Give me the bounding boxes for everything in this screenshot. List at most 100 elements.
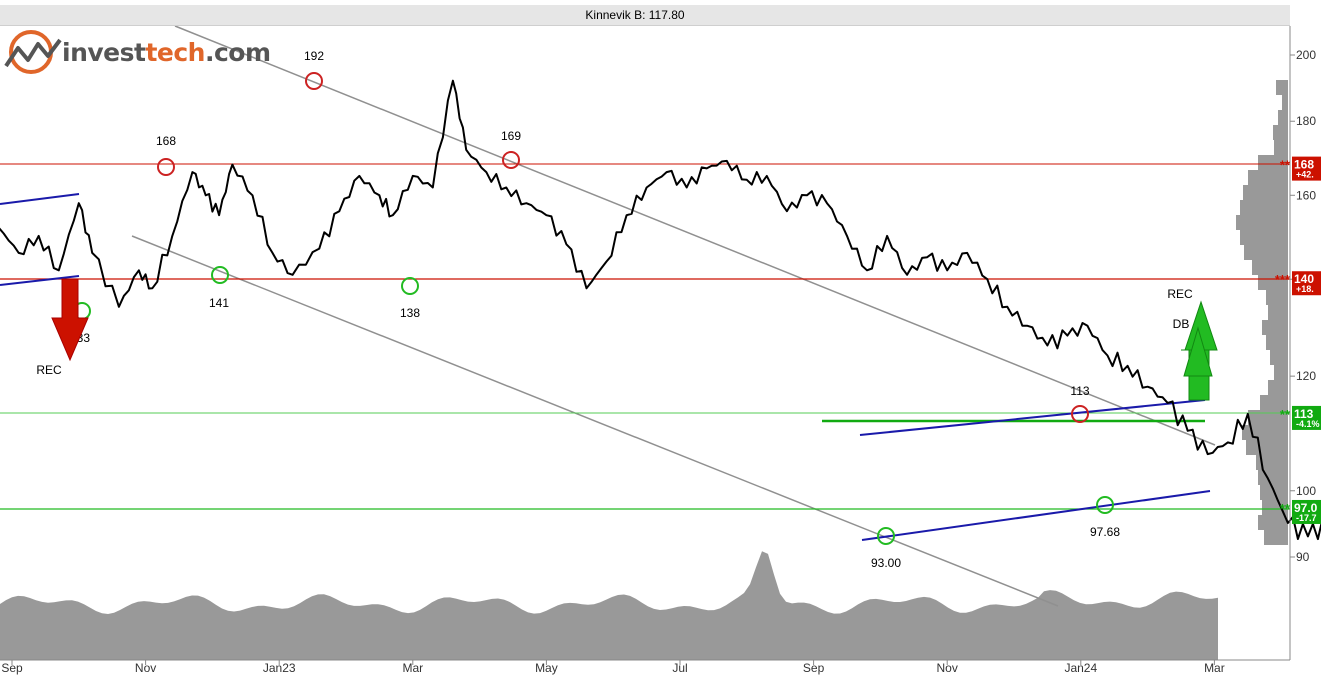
- x-tick-label: Nov: [135, 661, 156, 675]
- trend-channel-upper: [859, 399, 1206, 436]
- logo-wordmark: investtech.com: [62, 37, 271, 67]
- y-tick-label: 160: [1296, 188, 1316, 202]
- volume-profile-bar: [1243, 185, 1288, 200]
- peak-label-169: 169: [501, 129, 521, 143]
- x-tick-label: Jan23: [263, 661, 296, 675]
- buy-signal-label: REC: [1167, 287, 1193, 301]
- volume-profile-bar: [1242, 425, 1288, 440]
- volume-profile-bar: [1270, 350, 1288, 365]
- level-box: [1292, 499, 1321, 524]
- volume-profile-bar: [1258, 470, 1288, 485]
- x-tick-label: Jan24: [1064, 661, 1097, 675]
- volume-profile-bar: [1273, 125, 1288, 140]
- y-tick-label: 90: [1296, 550, 1310, 564]
- volume-area: [0, 551, 1218, 660]
- volume-profile-bar: [1236, 215, 1288, 230]
- volume-profile-bar: [1256, 455, 1288, 470]
- peak-circle-192: [305, 72, 323, 90]
- volume-profile-bar: [1266, 335, 1288, 350]
- y-axis: 90 100 120 140 160 180 200: [1290, 48, 1316, 564]
- volume-profile-bar: [1244, 245, 1288, 260]
- trend-channel-left-lower: [0, 275, 80, 286]
- level-box-change: -4.1%: [1296, 419, 1320, 429]
- x-tick-label: Jul: [672, 661, 687, 675]
- trough-label-93: 93.00: [871, 556, 901, 570]
- long-channel-lower: [131, 235, 1059, 607]
- volume-profile-bar: [1274, 365, 1288, 380]
- level-box-value: 140: [1294, 272, 1314, 286]
- level-box-value: 113: [1294, 407, 1314, 421]
- level-stars: ***: [1275, 272, 1291, 287]
- y-tick-label: 120: [1296, 369, 1316, 383]
- x-tick-label: Mar: [1204, 661, 1225, 675]
- volume-profile-bar: [1248, 170, 1288, 185]
- volume-profile-bar: [1262, 320, 1288, 335]
- volume-profile-bar: [1278, 110, 1288, 125]
- trough-circle-141: [211, 266, 229, 284]
- price-line: [0, 79, 1321, 541]
- volume-profile-bar: [1266, 290, 1288, 305]
- volume-profile: [1236, 80, 1288, 545]
- level-stars: **: [1280, 407, 1291, 422]
- investtech-logo: investtech.com: [4, 30, 271, 74]
- peak-label-113: 113: [1070, 384, 1089, 398]
- volume-profile-bar: [1276, 80, 1288, 95]
- volume-profile-bar: [1248, 410, 1288, 425]
- level-box: [1292, 156, 1321, 181]
- sell-signal-label: REC: [36, 363, 62, 377]
- trend-channel-left: [0, 193, 80, 205]
- level-stars: **: [1280, 158, 1291, 173]
- chart-title: Kinnevik B: 117.80: [585, 8, 685, 22]
- y-tick-label: 180: [1296, 114, 1316, 128]
- volume-profile-bar: [1268, 305, 1288, 320]
- sell-signal-arrow: [51, 278, 89, 362]
- peak-markers: [73, 72, 1114, 545]
- x-tick-label: Sep: [803, 661, 825, 675]
- volume-profile-bar: [1268, 380, 1288, 395]
- level-box-change: -17.7: [1296, 513, 1317, 523]
- volume-profile-bar: [1240, 230, 1288, 245]
- volume-profile-bar: [1252, 260, 1288, 275]
- x-tick-label: Sep: [1, 661, 23, 675]
- y-tick-label: 100: [1296, 484, 1316, 498]
- level-box-value: 168: [1294, 158, 1314, 172]
- x-tick-label: Nov: [937, 661, 958, 675]
- logo-mark-icon: [4, 30, 62, 74]
- level-box: [1292, 271, 1321, 296]
- volume-profile-bar: [1264, 530, 1288, 545]
- volume-profile-bar: [1246, 440, 1288, 455]
- trough-label-138: 138: [400, 306, 420, 320]
- level-box: [1292, 405, 1321, 430]
- volume-profile-bar: [1240, 200, 1288, 215]
- trend-channel-lower: [861, 490, 1211, 541]
- trough-label-141: 141: [209, 296, 229, 310]
- peak-circle-169: [502, 151, 520, 169]
- x-axis: Sep Nov Jan23 Mar May Jul Sep Nov Jan24 Mar: [1, 660, 1225, 675]
- level-stars: **: [1280, 501, 1291, 516]
- buy-signal-arrow-2: [1183, 326, 1213, 377]
- x-tick-label: May: [535, 661, 558, 675]
- trough-label-97: 97.68: [1090, 525, 1120, 539]
- double-bottom-label: DB: [1173, 317, 1190, 331]
- trough-circle-97: [1096, 496, 1114, 514]
- volume-profile-bar: [1262, 500, 1288, 515]
- trough-circle-138: [401, 277, 419, 295]
- volume-profile-bar: [1258, 515, 1288, 530]
- volume-profile-bar: [1258, 155, 1288, 170]
- level-box-change: +18.: [1296, 284, 1314, 294]
- long-channel-upper: [174, 25, 1216, 446]
- volume-profile-bar: [1274, 140, 1288, 155]
- title-bar: Kinnevik B: 117.80: [0, 5, 1290, 26]
- volume-profile-bar: [1260, 395, 1288, 410]
- peak-label-192: 192: [304, 49, 324, 63]
- level-box-value: 97.0: [1294, 501, 1318, 515]
- volume-profile-bar: [1282, 95, 1288, 110]
- trough-circle-93: [877, 527, 895, 545]
- level-boxes: ** 168+42.*** 140+18.** 113-4.1%** 97.0-17.7: [1275, 156, 1321, 524]
- x-tick-label: Mar: [402, 661, 423, 675]
- peak-circle-113: [1071, 405, 1089, 423]
- level-box-change: +42.: [1296, 170, 1314, 180]
- y-tick-label: 200: [1296, 48, 1316, 62]
- peak-circle-168: [157, 158, 175, 176]
